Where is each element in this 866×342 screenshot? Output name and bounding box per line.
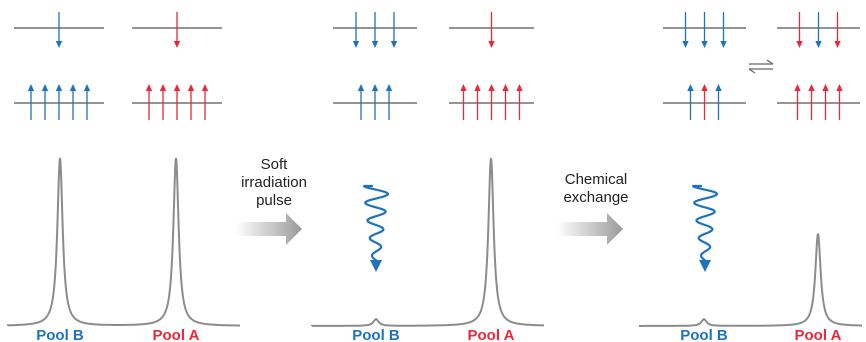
spin-up-arrow [159,84,167,120]
spin-up-arrow [187,84,195,120]
spin-up-arrow [371,84,379,120]
energy-levels [663,12,860,120]
spectrum [7,157,240,327]
spin-up-arrow [502,84,509,120]
pool-b-label: Pool B [36,327,84,342]
spin-up-arrow [516,84,523,120]
pool-a-label: Pool A [795,327,842,342]
spin-up-arrow [488,84,495,120]
spectrum [311,157,544,327]
transition-exchange-line-1: Chemical [565,171,628,188]
spin-up-arrow [460,84,467,120]
transition-irradiation-line-3: pulse [256,192,292,209]
transition-exchange: Chemical exchange [557,171,629,245]
transition-exchange-line-2: exchange [563,189,628,206]
spin-down-arrow [796,12,803,48]
rf-pulse-icon [691,184,718,272]
transition-arrow-1 [236,213,302,245]
panel-initial: Pool B Pool A [7,12,240,342]
spin-up-arrow [385,84,393,120]
spin-up-arrow [201,84,209,120]
spin-down-arrow [834,12,841,48]
spin-up-arrow [701,84,708,120]
pool-b-label: Pool B [352,327,400,342]
transition-irradiation: Soft irradiation pulse [236,156,307,245]
spin-up-arrow [715,84,722,120]
energy-levels [333,12,534,120]
spin-down-arrow [352,12,360,48]
exchange-equilibrium-icon [748,59,774,74]
transition-arrow-2 [557,213,623,245]
transition-irradiation-line-1: Soft [261,156,289,173]
spin-up-arrow [55,84,63,120]
pool-b-label: Pool B [680,327,728,342]
pool-a-label: Pool A [153,327,200,342]
spin-up-arrow [69,84,77,120]
energy-levels [14,12,222,120]
spin-up-arrow [357,84,365,120]
spectrum [639,184,862,327]
pool-a-label: Pool A [468,327,515,342]
spin-up-arrow [27,84,35,120]
panel-after-exchange: Pool B Pool A [639,12,862,342]
spin-up-arrow [836,84,843,120]
spin-down-arrow [173,12,181,48]
rf-pulse-icon [362,184,389,272]
panel-after-irradiation: Pool B Pool A [311,12,544,342]
spin-up-arrow [173,84,181,120]
spectrum-line [311,157,544,327]
spin-down-arrow [682,12,689,48]
spin-up-arrow [794,84,801,120]
spin-down-arrow [371,12,379,48]
spectrum-line [7,157,240,327]
spin-up-arrow [808,84,815,120]
spin-up-arrow [822,84,829,120]
spin-down-arrow [815,12,822,48]
spin-up-arrow [687,84,694,120]
spin-up-arrow [41,84,49,120]
spin-down-arrow [720,12,727,48]
spin-down-arrow [488,12,495,48]
transition-irradiation-line-2: irradiation [241,174,307,191]
spin-up-arrow [83,84,91,120]
spectrum-line [639,233,862,327]
spin-up-arrow [145,84,153,120]
spin-down-arrow [55,12,63,48]
spin-up-arrow [474,84,481,120]
spin-down-arrow [390,12,398,48]
spin-down-arrow [701,12,708,48]
